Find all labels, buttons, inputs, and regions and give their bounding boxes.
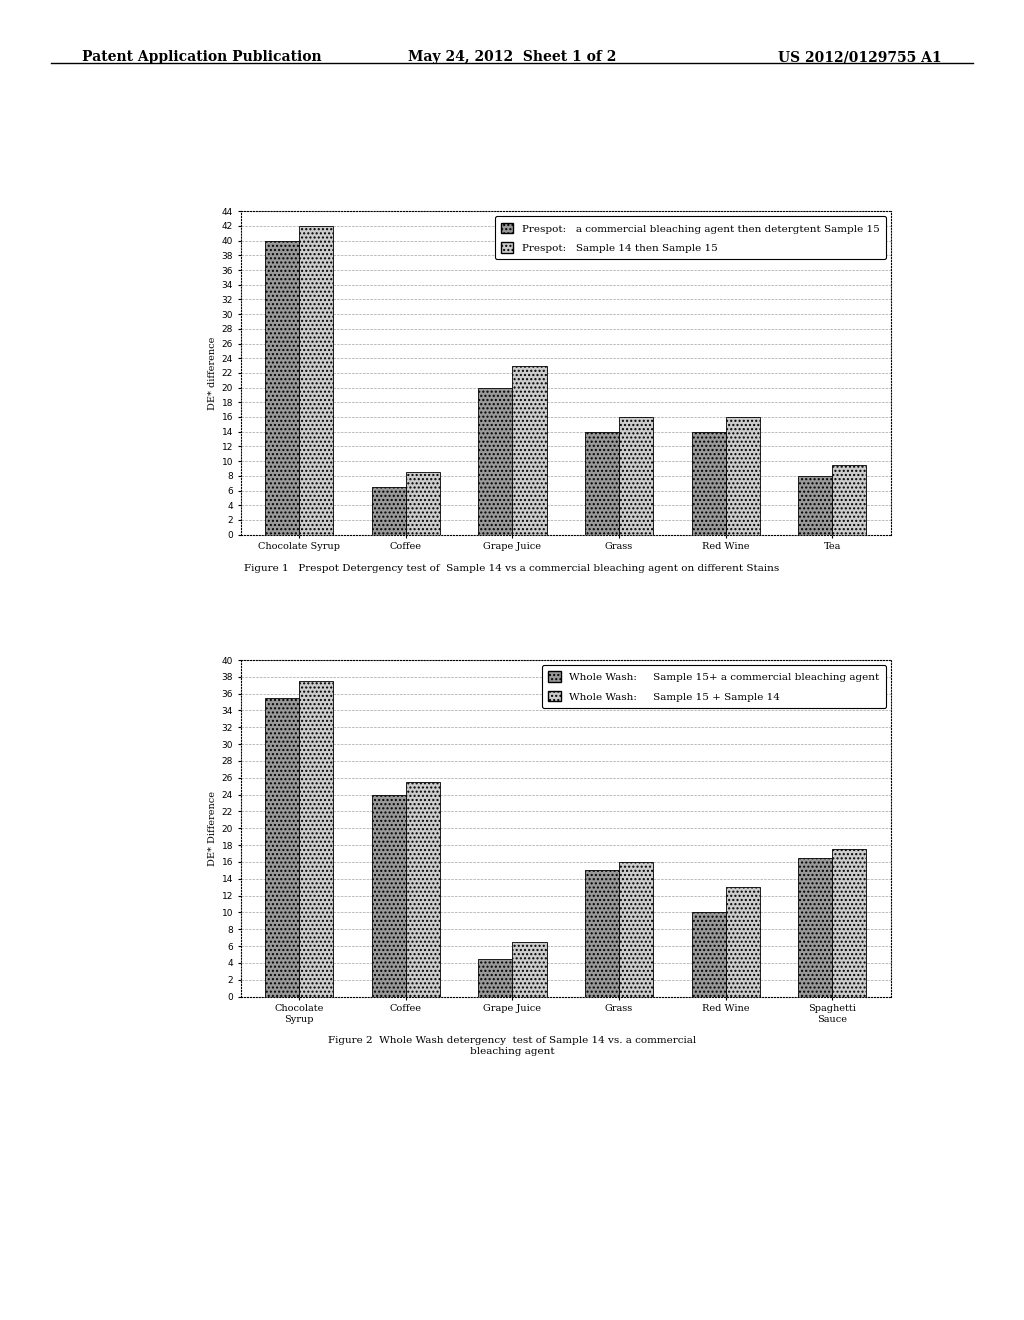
Bar [265,698,299,997]
Bar [798,858,833,997]
Bar [265,240,299,535]
Y-axis label: DE* Difference: DE* Difference [208,791,217,866]
Bar [833,849,866,997]
Text: US 2012/0129755 A1: US 2012/0129755 A1 [778,50,942,65]
Bar [512,366,547,535]
Bar [620,417,653,535]
Bar [620,862,653,997]
Bar [372,487,406,535]
Bar [726,417,760,535]
Bar [798,475,833,535]
Bar [478,388,512,535]
Bar [299,681,334,997]
Bar [585,870,620,997]
Text: Figure 1   Prespot Detergency test of  Sample 14 vs a commercial bleaching agent: Figure 1 Prespot Detergency test of Samp… [245,564,779,573]
Bar [726,887,760,997]
Bar [478,958,512,997]
Bar [406,473,440,535]
Legend: Whole Wash:     Sample 15+ a commercial bleaching agent, Whole Wash:     Sample : Whole Wash: Sample 15+ a commercial blea… [542,665,886,708]
Bar [691,432,726,535]
Text: May 24, 2012  Sheet 1 of 2: May 24, 2012 Sheet 1 of 2 [408,50,616,65]
Legend: Prespot:   a commercial bleaching agent then detergtent Sample 15, Prespot:   Sa: Prespot: a commercial bleaching agent th… [495,216,886,259]
Bar [585,432,620,535]
Text: Figure 2  Whole Wash detergency  test of Sample 14 vs. a commercial
bleaching ag: Figure 2 Whole Wash detergency test of S… [328,1036,696,1056]
Bar [299,226,334,535]
Bar [406,781,440,997]
Y-axis label: DE* difference: DE* difference [208,337,217,409]
Bar [691,912,726,997]
Bar [372,795,406,997]
Bar [512,942,547,997]
Bar [833,465,866,535]
Text: Patent Application Publication: Patent Application Publication [82,50,322,65]
